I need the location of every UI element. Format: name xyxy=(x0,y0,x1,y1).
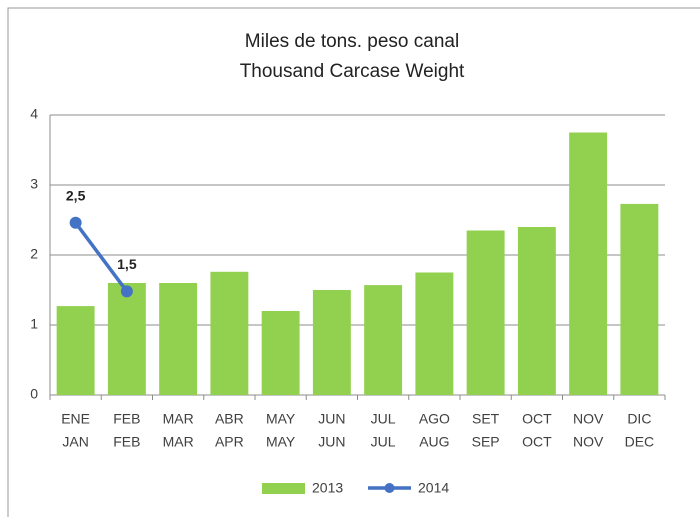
x-tick-label: JAN xyxy=(62,434,88,450)
legend-label: 2013 xyxy=(312,480,343,496)
x-tick-label: JUN xyxy=(318,411,345,427)
x-tick-label: JUL xyxy=(371,434,396,450)
x-tick-label: DIC xyxy=(627,411,651,427)
line-point xyxy=(69,216,82,229)
y-tick-label: 3 xyxy=(30,176,38,192)
bar xyxy=(210,271,249,395)
value-label: 2,5 xyxy=(66,188,86,204)
x-tick-label: FEB xyxy=(113,411,140,427)
bar xyxy=(517,227,556,395)
x-tick-label: SEP xyxy=(472,434,500,450)
x-tick-label: MAY xyxy=(266,434,296,450)
x-tick-label: MAR xyxy=(163,411,194,427)
legend-swatch xyxy=(384,483,395,493)
x-tick-label: JUL xyxy=(371,411,396,427)
y-tick-label: 1 xyxy=(30,316,38,332)
x-tick-label: JUN xyxy=(318,434,345,450)
legend-swatch xyxy=(262,483,305,494)
y-tick-label: 0 xyxy=(30,386,38,402)
x-tick-label: AUG xyxy=(419,434,449,450)
chart-title: Miles de tons. peso canal xyxy=(245,31,459,52)
x-tick-label: DEC xyxy=(625,434,655,450)
chart-subtitle: Thousand Carcase Weight xyxy=(240,61,465,82)
line-series xyxy=(74,221,129,293)
x-tick-label: NOV xyxy=(573,434,604,450)
bar xyxy=(312,290,351,395)
bar xyxy=(415,272,454,395)
bar xyxy=(364,285,403,395)
bar xyxy=(56,306,95,395)
bar xyxy=(261,311,300,395)
bar xyxy=(107,283,146,395)
legend-label: 2014 xyxy=(418,480,449,496)
x-tick-label: MAY xyxy=(266,411,296,427)
bar xyxy=(466,230,505,395)
line-point xyxy=(120,285,133,298)
chart-border xyxy=(7,7,700,517)
x-tick-label: FEB xyxy=(113,434,140,450)
x-tick-label: ABR xyxy=(215,411,244,427)
x-tick-label: OCT xyxy=(522,434,552,450)
x-tick-label: ENE xyxy=(61,411,90,427)
value-label: 1,5 xyxy=(117,256,137,272)
x-tick-label: AGO xyxy=(419,411,450,427)
x-tick-label: SET xyxy=(472,411,500,427)
bar xyxy=(159,283,198,395)
x-tick-label: NOV xyxy=(573,411,604,427)
x-tick-label: OCT xyxy=(522,411,552,427)
y-tick-label: 2 xyxy=(30,246,38,262)
x-tick-label: MAR xyxy=(163,434,194,450)
x-tick-label: APR xyxy=(215,434,244,450)
bar xyxy=(569,132,608,395)
bar xyxy=(620,203,659,395)
y-tick-label: 4 xyxy=(30,106,38,122)
